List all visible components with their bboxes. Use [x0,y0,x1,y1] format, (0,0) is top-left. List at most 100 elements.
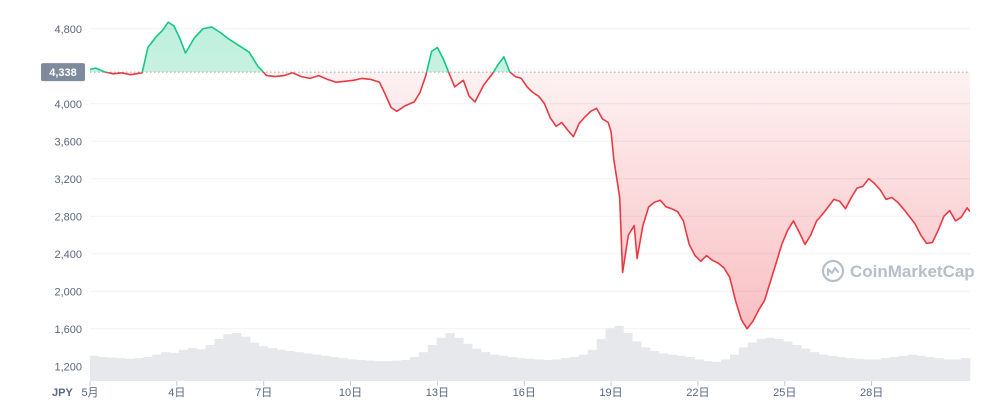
x-axis: JPY 5月 4日 7日 10日 13日 16日 19日 22日 25日 28日 [52,381,883,399]
area-fill-layer [90,22,970,329]
volume-bar [490,354,500,381]
volume-bar [703,361,713,381]
volume-bar [116,358,126,381]
volume-bar [445,333,455,381]
price-line-down [102,72,970,330]
volume-bar [250,342,260,381]
x-tick-label: 5月 [81,387,98,399]
volume-bar [641,347,651,381]
x-tick-label: 19日 [599,387,622,399]
x-tick-label: 22日 [686,387,709,399]
volume-bar [952,359,962,381]
volume-bar [525,358,535,381]
volume-bar [774,339,784,381]
volume-bar [187,348,197,381]
area-fill-above [90,22,510,73]
volume-bar [152,354,162,381]
volume-bar [898,355,909,381]
y-tick-label: 1,200 [54,361,82,373]
y-tick-label: 1,600 [54,324,82,336]
volume-bar [214,339,224,381]
volume-bar [330,357,340,381]
volume-bar [454,337,464,381]
volume-bar [667,354,677,381]
volume-bar [90,355,100,381]
volume-bar [98,357,109,381]
volume-bar [792,345,802,381]
volume-bar [427,345,437,381]
volume-bar [738,347,749,381]
volume-bar [650,351,660,381]
currency-label: JPY [52,387,73,399]
x-tick-label: 4日 [168,387,185,399]
volume-bar [241,336,251,381]
y-tick-label: 4,000 [54,99,82,111]
x-tick-label: 10日 [339,387,362,399]
volume-bar [561,358,571,381]
y-tick-label: 2,400 [54,249,82,261]
volume-bar [498,355,509,381]
volume-bar [783,341,793,381]
volume-bar [223,334,233,381]
volume-bar [881,358,891,381]
volume-bar [854,358,864,381]
volume-bar [676,355,686,381]
volume-bar [543,360,553,381]
baseline-layer: 4,338 [41,63,970,82]
volume-bar [205,345,215,381]
volume-bar [338,358,349,381]
volume-bar [463,343,473,381]
baseline-label: 4,338 [49,67,77,79]
volume-bar [365,360,375,381]
volume-bar [943,359,953,381]
volume-bar [401,360,411,381]
volume-bar [258,346,269,381]
volume-bar [303,353,313,381]
volume-bar [605,328,615,381]
x-tick-label: 13日 [426,387,449,399]
volume-bar [481,352,491,381]
volume-bar [267,348,277,381]
volume-bar [383,361,393,381]
volume-bar [658,353,669,381]
volume-bar [436,337,446,381]
volume-bar [827,355,837,381]
volume-bar [845,358,855,381]
volume-bar [836,357,846,381]
volume-bar [578,354,589,381]
volume-bar [810,352,820,381]
y-tick-label: 2,000 [54,286,82,298]
volume-bar [312,354,322,381]
volume-bar [356,360,366,381]
volume-bar [534,359,544,381]
volume-bar [587,349,597,381]
watermark: CoinMarketCap [821,259,975,283]
volume-bar [934,358,944,381]
volume-bar [232,333,242,381]
price-line-layer [90,21,970,330]
volume-bar [107,357,117,381]
volume-bar [143,357,153,381]
volume-bar [801,348,811,381]
y-tick-label: 3,600 [54,136,82,148]
volume-bar [161,352,171,381]
y-tick-label: 2,800 [54,211,82,223]
volume-bar [125,358,135,381]
volume-bar [178,349,189,381]
volume-bar [730,354,740,381]
watermark-text: CoinMarketCap [850,262,975,281]
volume-bar [410,357,420,381]
volume-bar [632,341,642,381]
volume-bars [90,325,971,381]
volume-bar [516,358,526,381]
volume-bar [623,333,633,381]
volume-bar [925,357,935,381]
volume-bar [818,354,829,381]
volume-bar [285,351,295,381]
grid-layer [90,28,970,367]
volume-bar [863,359,873,381]
y-tick-label: 3,200 [54,174,82,186]
area-fill-below [90,72,970,329]
